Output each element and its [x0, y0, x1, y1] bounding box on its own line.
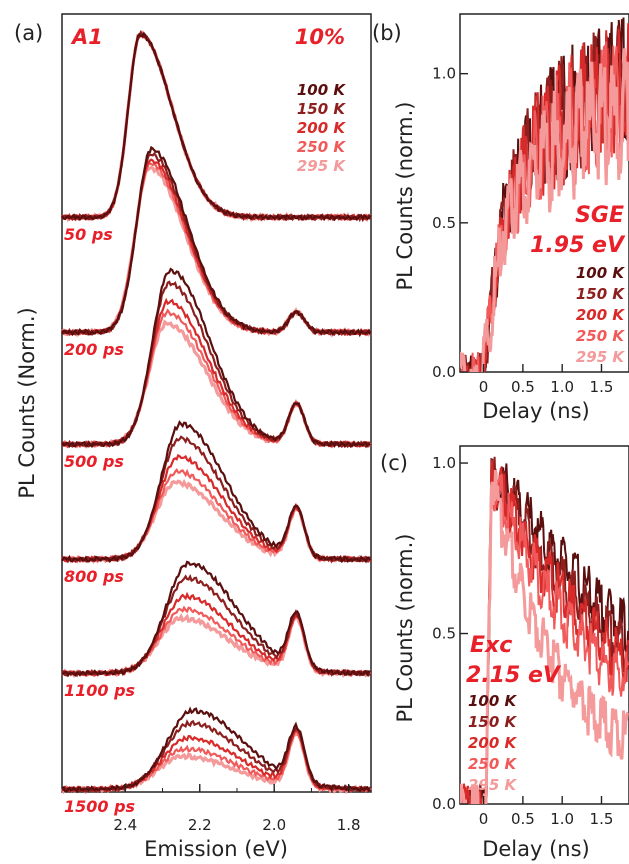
- delay-label-500-ps: 500 ps: [64, 452, 124, 471]
- spectrum-500-ps-150-k: [61, 280, 372, 449]
- spectrum-500-ps-200-k: [61, 297, 371, 449]
- panel-b-y-axis-title: PL Counts (norm.): [393, 102, 417, 291]
- x-tick-label-1-0: 1.0: [550, 378, 574, 396]
- panel-c-frame: [459, 445, 629, 805]
- spectrum-200-ps-250-k: [61, 162, 371, 337]
- y-tick-label-0-5: 0.5: [432, 214, 456, 232]
- delay-label-200-ps: 200 ps: [64, 340, 124, 359]
- legend-entry-295-k: 295 K: [576, 348, 626, 366]
- panel-c-series-label: Exc: [470, 633, 512, 658]
- panel-b-traces: [460, 17, 629, 372]
- x-tick-label-1-8: 1.8: [337, 816, 361, 834]
- x-tick-label-0: 0: [479, 378, 489, 396]
- panel-c-label: (c): [380, 451, 408, 475]
- trace-295-k: [460, 48, 629, 372]
- spectrum-1100-ps-150-k: [61, 573, 372, 678]
- x-tick-label-0-5: 0.5: [511, 810, 535, 828]
- spectrum-1100-ps-295-k: [61, 612, 372, 678]
- legend-entry-150-k: 150 K: [576, 285, 626, 303]
- panel-c-legend: 100 K 150 K 200 K 250 K 295 K: [468, 692, 518, 794]
- panel-b-legend: 100 K 150 K 200 K 250 K 295 K: [576, 264, 626, 366]
- x-tick-label-2-0: 2.0: [262, 816, 286, 834]
- y-tick-label-0-5: 0.5: [432, 625, 456, 643]
- delay-label-800-ps: 800 ps: [64, 567, 124, 586]
- x-tick-label-1-5: 1.5: [590, 810, 614, 828]
- x-tick-label-1-0: 1.0: [550, 810, 574, 828]
- panel-c-energy-label: 2.15 eV: [466, 663, 562, 688]
- spectrum-1500-ps-100-k: [61, 706, 372, 794]
- delay-label-50-ps: 50 ps: [64, 225, 113, 244]
- y-tick-label-1-0: 1.0: [432, 454, 456, 472]
- panel-c-y-axis-title: PL Counts (norm.): [393, 534, 417, 723]
- spectrum-1100-ps-100-k: [61, 560, 371, 678]
- spectrum-1500-ps-295-k: [60, 729, 372, 795]
- legend-entry-295-k: 295 K: [468, 776, 518, 794]
- panel-b-frame: [459, 13, 629, 373]
- panel-b-x-axis-title: Delay (ns): [482, 399, 590, 423]
- x-tick-label-0: 0: [479, 810, 489, 828]
- panel-a-x-ticks: 2.4 2.2 2.0 1.8: [87, 784, 361, 834]
- spectrum-200-ps-100-k: [61, 145, 372, 338]
- spectrum-50-ps-100-k: [61, 31, 372, 223]
- panel-a-label: (a): [14, 21, 43, 45]
- spectrum-800-ps-100-k: [61, 420, 372, 564]
- legend-entry-200-k: 200 K: [576, 306, 626, 324]
- legend-entry-250-k: 250 K: [576, 327, 626, 345]
- legend-entry-150-k: 150 K: [297, 100, 347, 118]
- panel-b-energy-label: 1.95 eV: [530, 233, 626, 258]
- panel-a-y-axis-title: PL Counts (Norm.): [15, 307, 39, 498]
- panel-a-x-axis-title: Emission (eV): [144, 837, 288, 861]
- spectrum-200-ps-200-k: [61, 158, 372, 337]
- panel-b: (b) 0 0.5 1.0 1.5 0.0 0.5 1.0 SGE 1.95 eV 100 …: [372, 13, 629, 423]
- legend-entry-295-k: 295 K: [297, 157, 347, 175]
- trace-295-k: [460, 469, 629, 804]
- panel-c-ticks: 0 0.5 1.0 1.5 0.0 0.5 1.0: [432, 454, 613, 828]
- panel-c-x-axis-title: Delay (ns): [482, 837, 590, 861]
- panel-a-frame: [61, 13, 372, 793]
- panel-a-traces: [60, 29, 372, 795]
- y-tick-label-0-0: 0.0: [432, 363, 456, 381]
- delay-label-1500-ps: 1500 ps: [64, 797, 135, 816]
- legend-entry-200-k: 200 K: [468, 734, 518, 752]
- legend-entry-250-k: 250 K: [297, 138, 347, 156]
- panel-b-label: (b): [372, 21, 402, 45]
- spectrum-800-ps-250-k: [61, 468, 372, 563]
- x-tick-label-2-4: 2.4: [113, 816, 137, 834]
- panel-b-series-label: SGE: [575, 203, 624, 228]
- excitation-label: 10%: [295, 25, 345, 49]
- legend-entry-200-k: 200 K: [297, 119, 347, 137]
- x-tick-label-1-5: 1.5: [590, 378, 614, 396]
- delay-label-1100-ps: 1100 ps: [64, 681, 135, 700]
- legend-entry-100-k: 100 K: [468, 692, 518, 710]
- spectrum-200-ps-295-k: [61, 165, 372, 338]
- y-tick-label-0-0: 0.0: [432, 795, 456, 813]
- x-tick-label-2-2: 2.2: [188, 816, 212, 834]
- x-tick-label-0-5: 0.5: [511, 378, 535, 396]
- sample-label: A1: [70, 25, 103, 49]
- legend-entry-150-k: 150 K: [468, 713, 518, 731]
- spectrum-1100-ps-250-k: [61, 605, 371, 678]
- panel-c-traces: [460, 456, 629, 804]
- spectrum-500-ps-100-k: [61, 267, 371, 449]
- panel-b-ticks: 0 0.5 1.0 1.5 0.0 0.5 1.0: [432, 65, 613, 396]
- spectrum-1100-ps-200-k: [61, 591, 372, 677]
- b-traces-clipped: [460, 17, 629, 372]
- y-tick-label-1-0: 1.0: [432, 65, 456, 83]
- legend-entry-100-k: 100 K: [576, 264, 626, 282]
- panel-a-delay-labels: 50 ps 200 ps 500 ps 800 ps 1100 ps 1500 ps: [64, 225, 135, 816]
- spectrum-800-ps-295-k: [61, 478, 371, 565]
- panel-c: (c) 0 0.5 1.0 1.5 0.0 0.5 1.0 Exc 2.15 eV 100 …: [380, 445, 629, 861]
- legend-entry-250-k: 250 K: [468, 755, 518, 773]
- legend-entry-100-k: 100 K: [297, 81, 347, 99]
- c-traces-clipped: [460, 456, 629, 804]
